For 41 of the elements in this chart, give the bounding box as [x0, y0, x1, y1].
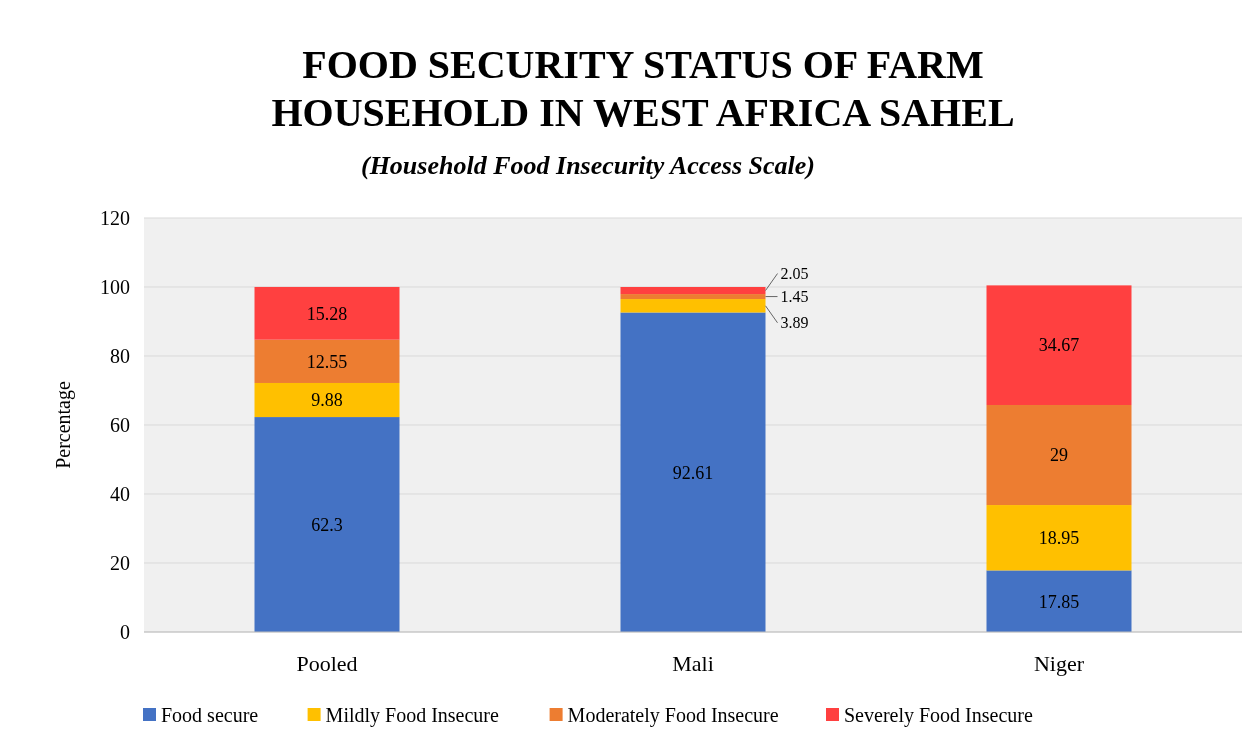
chart-subtitle: (Household Food Insecurity Access Scale) — [360, 151, 816, 180]
data-label: 9.88 — [311, 390, 343, 411]
legend-label: Moderately Food Insecure — [567, 704, 779, 727]
data-label: 3.89 — [780, 314, 809, 332]
x-tick-label: Mali — [672, 650, 714, 676]
y-tick-label: 0 — [120, 621, 130, 643]
bar — [254, 417, 400, 632]
x-tick-label: Niger — [1033, 650, 1085, 676]
y-tick-label: 40 — [110, 483, 130, 505]
bar — [620, 294, 766, 300]
data-label: 1.45 — [780, 288, 809, 306]
bar — [254, 339, 400, 383]
y-tick-label: 60 — [110, 414, 130, 436]
bar — [620, 299, 766, 313]
data-label: 15.28 — [306, 303, 348, 324]
data-label: 18.95 — [1038, 528, 1080, 549]
y-tick-label: 80 — [110, 345, 130, 367]
data-label: 29 — [1050, 445, 1068, 466]
y-tick-label: 100 — [100, 276, 130, 298]
chart-title: FOOD SECURITY STATUS OF FARM HOUSEHOLD IN WEST AFRICA SAHEL — [271, 42, 1015, 135]
bar — [254, 382, 400, 418]
data-label: 34.67 — [1038, 335, 1080, 356]
legend-label: Mildly Food Insecure — [325, 704, 500, 727]
bar — [986, 404, 1132, 506]
y-axis-title: Percentage — [52, 381, 75, 469]
bar — [986, 285, 1132, 405]
x-tick-label: Pooled — [296, 650, 358, 676]
legend-label: Food secure — [161, 704, 259, 726]
bar — [986, 570, 1132, 632]
bar — [254, 286, 400, 340]
bar — [986, 505, 1132, 571]
legend-label: Severely Food Insecure — [844, 704, 1033, 727]
data-label: 92.61 — [672, 462, 714, 483]
y-tick-label: 20 — [110, 552, 130, 574]
y-tick-label: 120 — [100, 207, 130, 229]
data-label: 62.3 — [311, 514, 343, 535]
data-label: 12.55 — [306, 351, 348, 372]
bar — [620, 312, 766, 632]
data-label: 17.85 — [1038, 591, 1080, 612]
data-label: 2.05 — [780, 265, 809, 283]
bar — [620, 287, 766, 295]
